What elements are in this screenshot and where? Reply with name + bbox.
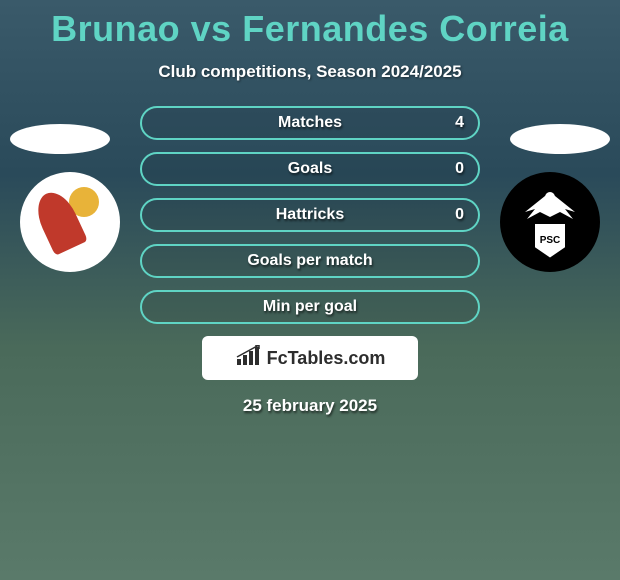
stat-label: Hattricks — [276, 206, 344, 224]
club-left-logo — [20, 172, 120, 272]
club-left-icon — [35, 187, 105, 257]
subtitle: Club competitions, Season 2024/2025 — [0, 62, 620, 82]
player-left-badge — [10, 124, 110, 154]
page-title: Brunao vs Fernandes Correia — [0, 0, 620, 50]
stat-right-value: 0 — [455, 160, 464, 178]
watermark-text: FcTables.com — [267, 348, 386, 369]
stat-label: Goals per match — [247, 252, 372, 270]
stat-right-value: 0 — [455, 206, 464, 224]
club-right-logo: PSC — [500, 172, 600, 272]
player-right-badge — [510, 124, 610, 154]
stat-label: Goals — [288, 160, 332, 178]
club-right-shield: PSC — [535, 224, 565, 258]
stat-row-goals: Goals 0 — [140, 152, 480, 186]
stat-label: Matches — [278, 114, 342, 132]
stat-row-min-per-goal: Min per goal — [140, 290, 480, 324]
stat-row-hattricks: Hattricks 0 — [140, 198, 480, 232]
club-right-icon: PSC — [515, 187, 585, 258]
stat-right-value: 4 — [455, 114, 464, 132]
date-label: 25 february 2025 — [0, 396, 620, 416]
watermark-badge: FcTables.com — [202, 336, 418, 380]
stat-label: Min per goal — [263, 298, 357, 316]
stat-row-goals-per-match: Goals per match — [140, 244, 480, 278]
stat-row-matches: Matches 4 — [140, 106, 480, 140]
stats-container: Matches 4 Goals 0 Hattricks 0 Goals per … — [140, 106, 480, 324]
chart-icon — [235, 345, 261, 372]
